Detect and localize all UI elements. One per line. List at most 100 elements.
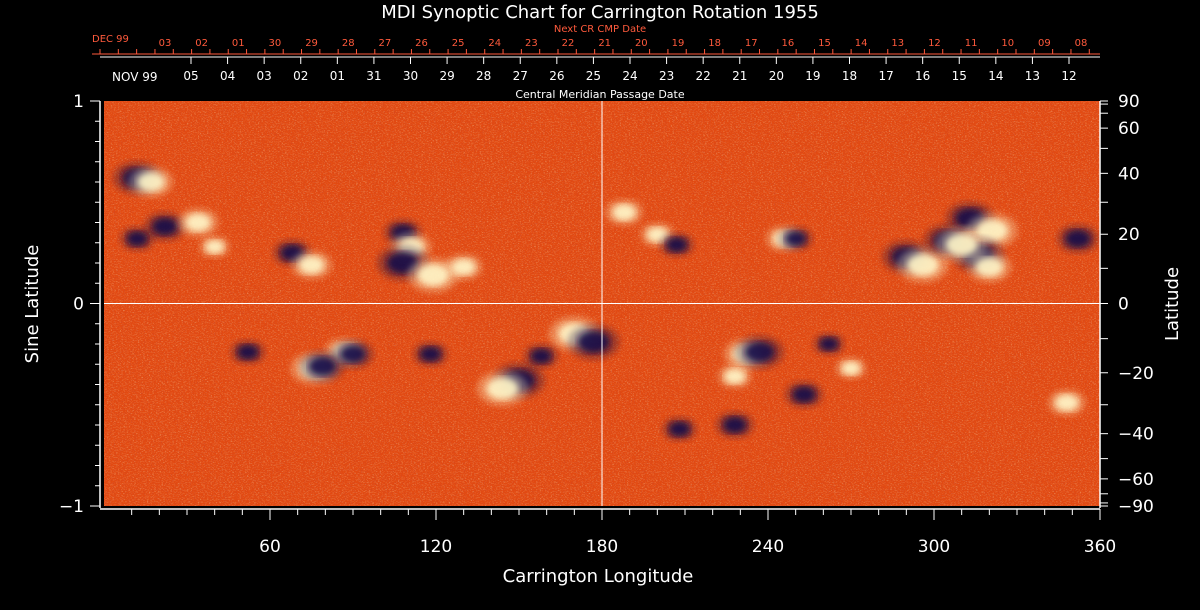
cmp-date-label: 12: [1061, 69, 1076, 83]
region-positive: [605, 199, 643, 226]
cmp-date-label: 01: [330, 69, 345, 83]
cmp-date-label: 04: [220, 69, 235, 83]
region-positive: [897, 247, 949, 283]
region-negative: [785, 381, 823, 408]
region-negative: [144, 212, 186, 241]
cmp-date-label: 24: [622, 69, 637, 83]
y-right-tick-label: −90: [1118, 497, 1154, 517]
cmp-date-label: 13: [1025, 69, 1040, 83]
next-cmp-date-label: 19: [672, 38, 685, 49]
next-cmp-date-label: 25: [452, 38, 465, 49]
next-cmp-date-label: 24: [488, 38, 501, 49]
x-tick-label: 180: [586, 537, 618, 557]
cmp-date-label: 21: [732, 69, 747, 83]
cmp-date-label: 15: [952, 69, 967, 83]
cmp-date-label: 23: [659, 69, 674, 83]
cmp-date-label: 29: [439, 69, 454, 83]
y-right-tick-label: 40: [1118, 164, 1140, 184]
gridlines: [104, 101, 1100, 506]
next-cmp-date-label: 23: [525, 38, 538, 49]
next-cmp-date-label: 08: [1075, 38, 1088, 49]
region-positive: [128, 166, 174, 198]
region-positive: [476, 370, 528, 407]
cmp-date-label: 28: [476, 69, 491, 83]
next-cmp-date-label: 22: [562, 38, 575, 49]
cmp-date-label: 17: [878, 69, 893, 83]
next-cmp-date-label: 18: [708, 38, 721, 49]
cmp-date-label: 14: [988, 69, 1003, 83]
next-cmp-date-label: 10: [1001, 38, 1014, 49]
y-axis-left-title: Sine Latitude: [22, 245, 43, 364]
chart-title: MDI Synoptic Chart for Carrington Rotati…: [381, 2, 819, 23]
x-tick-label: 300: [918, 537, 950, 557]
next-cmp-date-label: 20: [635, 38, 648, 49]
plot-area: [104, 101, 1100, 506]
next-cmp-date-label: 21: [598, 38, 611, 49]
cmp-date-label: 25: [586, 69, 601, 83]
cmp-date-label: 31: [366, 69, 381, 83]
next-cmp-date-label: 29: [305, 38, 318, 49]
next-cmp-date-label: 01: [232, 38, 245, 49]
next-cmp-date-label: 27: [378, 38, 391, 49]
y-right-tick-label: 20: [1118, 225, 1140, 245]
y-left-tick-label: 0: [73, 295, 84, 315]
region-negative: [735, 335, 784, 369]
region-negative: [524, 344, 558, 369]
cmp-month-label: NOV 99: [112, 70, 158, 84]
next-cmp-date-label: 13: [891, 38, 904, 49]
region-positive: [835, 357, 867, 380]
next-cmp-date-label: 11: [965, 38, 978, 49]
region-negative: [413, 342, 448, 367]
region-positive: [177, 208, 219, 237]
next-cmp-date-label: 09: [1038, 38, 1051, 49]
y-left-tick-label: 1: [73, 92, 84, 112]
x-tick-label: 360: [1084, 537, 1116, 557]
cmp-date-label: 30: [403, 69, 418, 83]
next-cmp-date-label: 15: [818, 38, 831, 49]
y-right-tick-label: 90: [1118, 92, 1140, 112]
region-positive: [936, 227, 988, 263]
region-negative: [1057, 224, 1099, 253]
x-axis-title: Carrington Longitude: [503, 566, 694, 587]
region-negative: [120, 226, 154, 251]
next-cmp-axis-label: Next CR CMP Date: [554, 24, 646, 35]
cmp-date-label: 16: [915, 69, 930, 83]
next-cmp-date-label: 28: [342, 38, 355, 49]
region-positive: [1048, 389, 1086, 416]
active-regions: [113, 161, 1099, 442]
cmp-date-label: 20: [769, 69, 784, 83]
x-tick-label: 240: [752, 537, 784, 557]
region-negative: [716, 411, 754, 439]
cmp-date-label: 27: [513, 69, 528, 83]
x-tick-label: 120: [420, 537, 452, 557]
top-date-axes: Next CR CMP Date DEC 99 Central Meridian…: [92, 24, 1100, 101]
next-cmp-date-label: 30: [269, 38, 282, 49]
cmp-date-label: 18: [842, 69, 857, 83]
region-positive: [445, 253, 483, 281]
region-negative: [231, 340, 265, 365]
region-negative: [778, 226, 813, 251]
next-cmp-month-label: DEC 99: [92, 34, 129, 45]
region-positive: [199, 235, 230, 258]
next-cmp-date-label: 16: [782, 38, 795, 49]
cmp-date-label: 02: [293, 69, 308, 83]
region-negative: [813, 333, 844, 355]
next-cmp-date-label: 14: [855, 38, 868, 49]
next-cmp-date-label: 02: [195, 38, 208, 49]
cmp-date-label: 22: [696, 69, 711, 83]
region-positive: [291, 250, 332, 280]
y-right-tick-label: 60: [1118, 119, 1140, 139]
region-negative: [300, 350, 345, 382]
region-negative: [662, 417, 697, 442]
region-negative: [659, 232, 694, 257]
region-negative: [568, 324, 620, 360]
next-cmp-date-label: 17: [745, 38, 758, 49]
region-positive: [967, 251, 1012, 283]
next-cmp-date-label: 12: [928, 38, 941, 49]
y-right-tick-label: 0: [1118, 295, 1129, 315]
y-right-tick-label: −40: [1118, 425, 1154, 445]
x-tick-label: 60: [259, 537, 281, 557]
cmp-date-label: 19: [805, 69, 820, 83]
next-cmp-date-label: 26: [415, 38, 428, 49]
